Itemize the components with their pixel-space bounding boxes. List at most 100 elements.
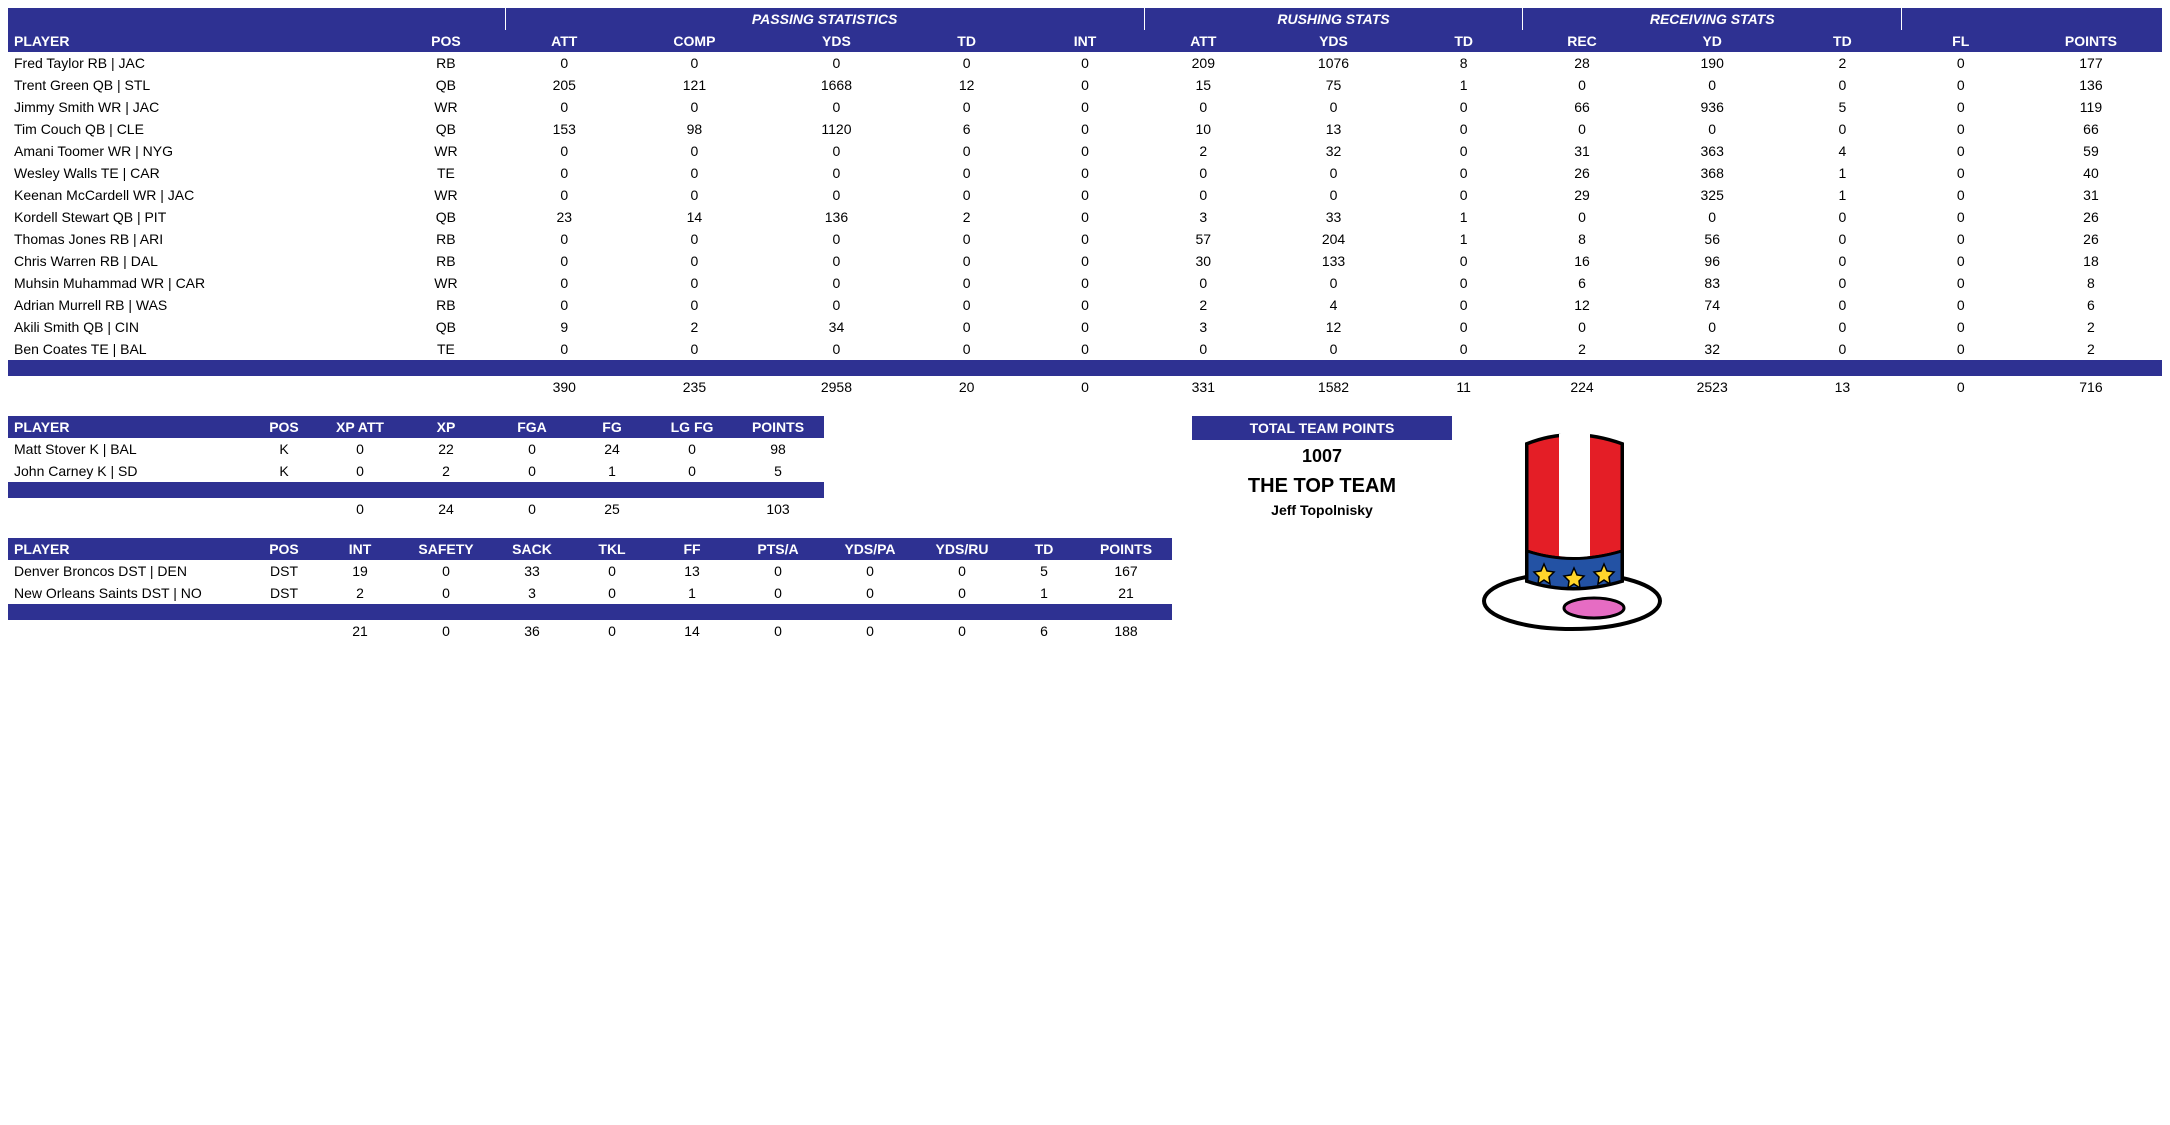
stat-cell: 1 [1783, 184, 1901, 206]
table-row: Muhsin Muhammad WR | CARWR00000000683008 [8, 272, 2162, 294]
total-cell: 716 [2020, 376, 2162, 398]
stat-cell: 363 [1641, 140, 1783, 162]
stat-cell: 0 [1783, 118, 1901, 140]
stat-cell: DST [248, 560, 320, 582]
stat-cell: QB [387, 316, 505, 338]
stat-cell: 6 [2020, 294, 2162, 316]
stat-cell: 1 [1405, 206, 1523, 228]
col-header: PLAYER [8, 538, 248, 560]
stat-cell: 0 [505, 184, 623, 206]
stat-cell: 0 [1902, 118, 2020, 140]
stat-cell: 153 [505, 118, 623, 140]
stat-cell: 0 [765, 184, 907, 206]
stat-cell: 8 [2020, 272, 2162, 294]
col-header: FG [572, 416, 652, 438]
stat-cell: 0 [1026, 74, 1144, 96]
stat-cell: 13 [1262, 118, 1404, 140]
table-row: Wesley Walls TE | CARTE00000000263681040 [8, 162, 2162, 184]
stat-cell: 0 [1262, 162, 1404, 184]
stat-cell: 1120 [765, 118, 907, 140]
stat-cell: 205 [505, 74, 623, 96]
table-row: Trent Green QB | STLQB205121166812015751… [8, 74, 2162, 96]
total-cell: 13 [1783, 376, 1901, 398]
stat-cell: K [248, 460, 320, 482]
table-row: John Carney K | SDK020105 [8, 460, 824, 482]
stat-cell: 0 [1405, 294, 1523, 316]
stat-cell: 0 [1902, 228, 2020, 250]
stat-cell: 0 [824, 560, 916, 582]
stat-cell: 30 [1144, 250, 1262, 272]
stat-cell: 0 [765, 338, 907, 360]
stat-cell: 0 [1144, 272, 1262, 294]
stat-cell: 0 [765, 96, 907, 118]
col-header: YDS/PA [824, 538, 916, 560]
kicking-table: PLAYERPOSXP ATTXPFGAFGLG FGPOINTS Matt S… [8, 416, 824, 520]
stat-cell: 2 [320, 582, 400, 604]
stat-cell: K [248, 438, 320, 460]
total-cell [8, 376, 387, 398]
stat-cell: 0 [505, 228, 623, 250]
stat-cell: 0 [1783, 294, 1901, 316]
stat-cell: 0 [1262, 272, 1404, 294]
stat-cell: 0 [505, 140, 623, 162]
stat-cell: 66 [1523, 96, 1641, 118]
col-header: TD [907, 30, 1025, 52]
player-cell: Chris Warren RB | DAL [8, 250, 387, 272]
player-cell: Adrian Murrell RB | WAS [8, 294, 387, 316]
stat-cell: 0 [505, 338, 623, 360]
stat-cell: 0 [765, 228, 907, 250]
stat-cell: 0 [1902, 184, 2020, 206]
team-summary-box: TOTAL TEAM POINTS 1007 THE TOP TEAM Jeff… [1192, 416, 1452, 520]
stat-cell: 9 [505, 316, 623, 338]
stat-cell: 0 [1902, 74, 2020, 96]
stat-cell: 12 [1262, 316, 1404, 338]
stat-cell: 26 [2020, 228, 2162, 250]
stat-cell: 5 [1008, 560, 1080, 582]
stat-cell: 2 [907, 206, 1025, 228]
stat-cell: 0 [765, 250, 907, 272]
stat-cell: 0 [1641, 74, 1783, 96]
stat-cell: 98 [732, 438, 824, 460]
stat-cell: 2 [1523, 338, 1641, 360]
total-team-points-label: TOTAL TEAM POINTS [1192, 416, 1452, 440]
total-cell: 0 [916, 620, 1008, 642]
col-header: POS [248, 416, 320, 438]
table-row: Ben Coates TE | BALTE00000000232002 [8, 338, 2162, 360]
player-cell: Keenan McCardell WR | JAC [8, 184, 387, 206]
stat-cell: 59 [2020, 140, 2162, 162]
stat-cell: 15 [1144, 74, 1262, 96]
stat-cell: 0 [1026, 338, 1144, 360]
stat-cell: 6 [1523, 272, 1641, 294]
table-row: Thomas Jones RB | ARIRB00000572041856002… [8, 228, 2162, 250]
stat-cell: 75 [1262, 74, 1404, 96]
stat-cell: 8 [1523, 228, 1641, 250]
stat-cell: 28 [1523, 52, 1641, 74]
stat-cell: DST [248, 582, 320, 604]
col-header: POINTS [2020, 30, 2162, 52]
stat-cell: 0 [623, 228, 765, 250]
total-cell: 0 [320, 498, 400, 520]
table-row: Jimmy Smith WR | JACWR000000006693650119 [8, 96, 2162, 118]
total-cell: 0 [1026, 376, 1144, 398]
stat-cell: 0 [623, 250, 765, 272]
stat-cell: 0 [907, 162, 1025, 184]
player-cell: Thomas Jones RB | ARI [8, 228, 387, 250]
stat-cell: 0 [623, 140, 765, 162]
stat-cell: 21 [1080, 582, 1172, 604]
player-cell: Tim Couch QB | CLE [8, 118, 387, 140]
stat-cell: 0 [492, 460, 572, 482]
stat-cell: 0 [1026, 250, 1144, 272]
stat-cell: 0 [1405, 184, 1523, 206]
stat-cell: 0 [1405, 316, 1523, 338]
stat-cell: 0 [1783, 250, 1901, 272]
total-cell: 188 [1080, 620, 1172, 642]
total-cell: 103 [732, 498, 824, 520]
player-cell: Matt Stover K | BAL [8, 438, 248, 460]
stat-cell: RB [387, 294, 505, 316]
stat-cell: 2 [1144, 140, 1262, 162]
stat-cell: 26 [1523, 162, 1641, 184]
stat-cell: 121 [623, 74, 765, 96]
lower-section: PLAYERPOSXP ATTXPFGAFGLG FGPOINTS Matt S… [8, 416, 2162, 660]
stat-cell: 0 [1641, 206, 1783, 228]
stat-cell: 204 [1262, 228, 1404, 250]
